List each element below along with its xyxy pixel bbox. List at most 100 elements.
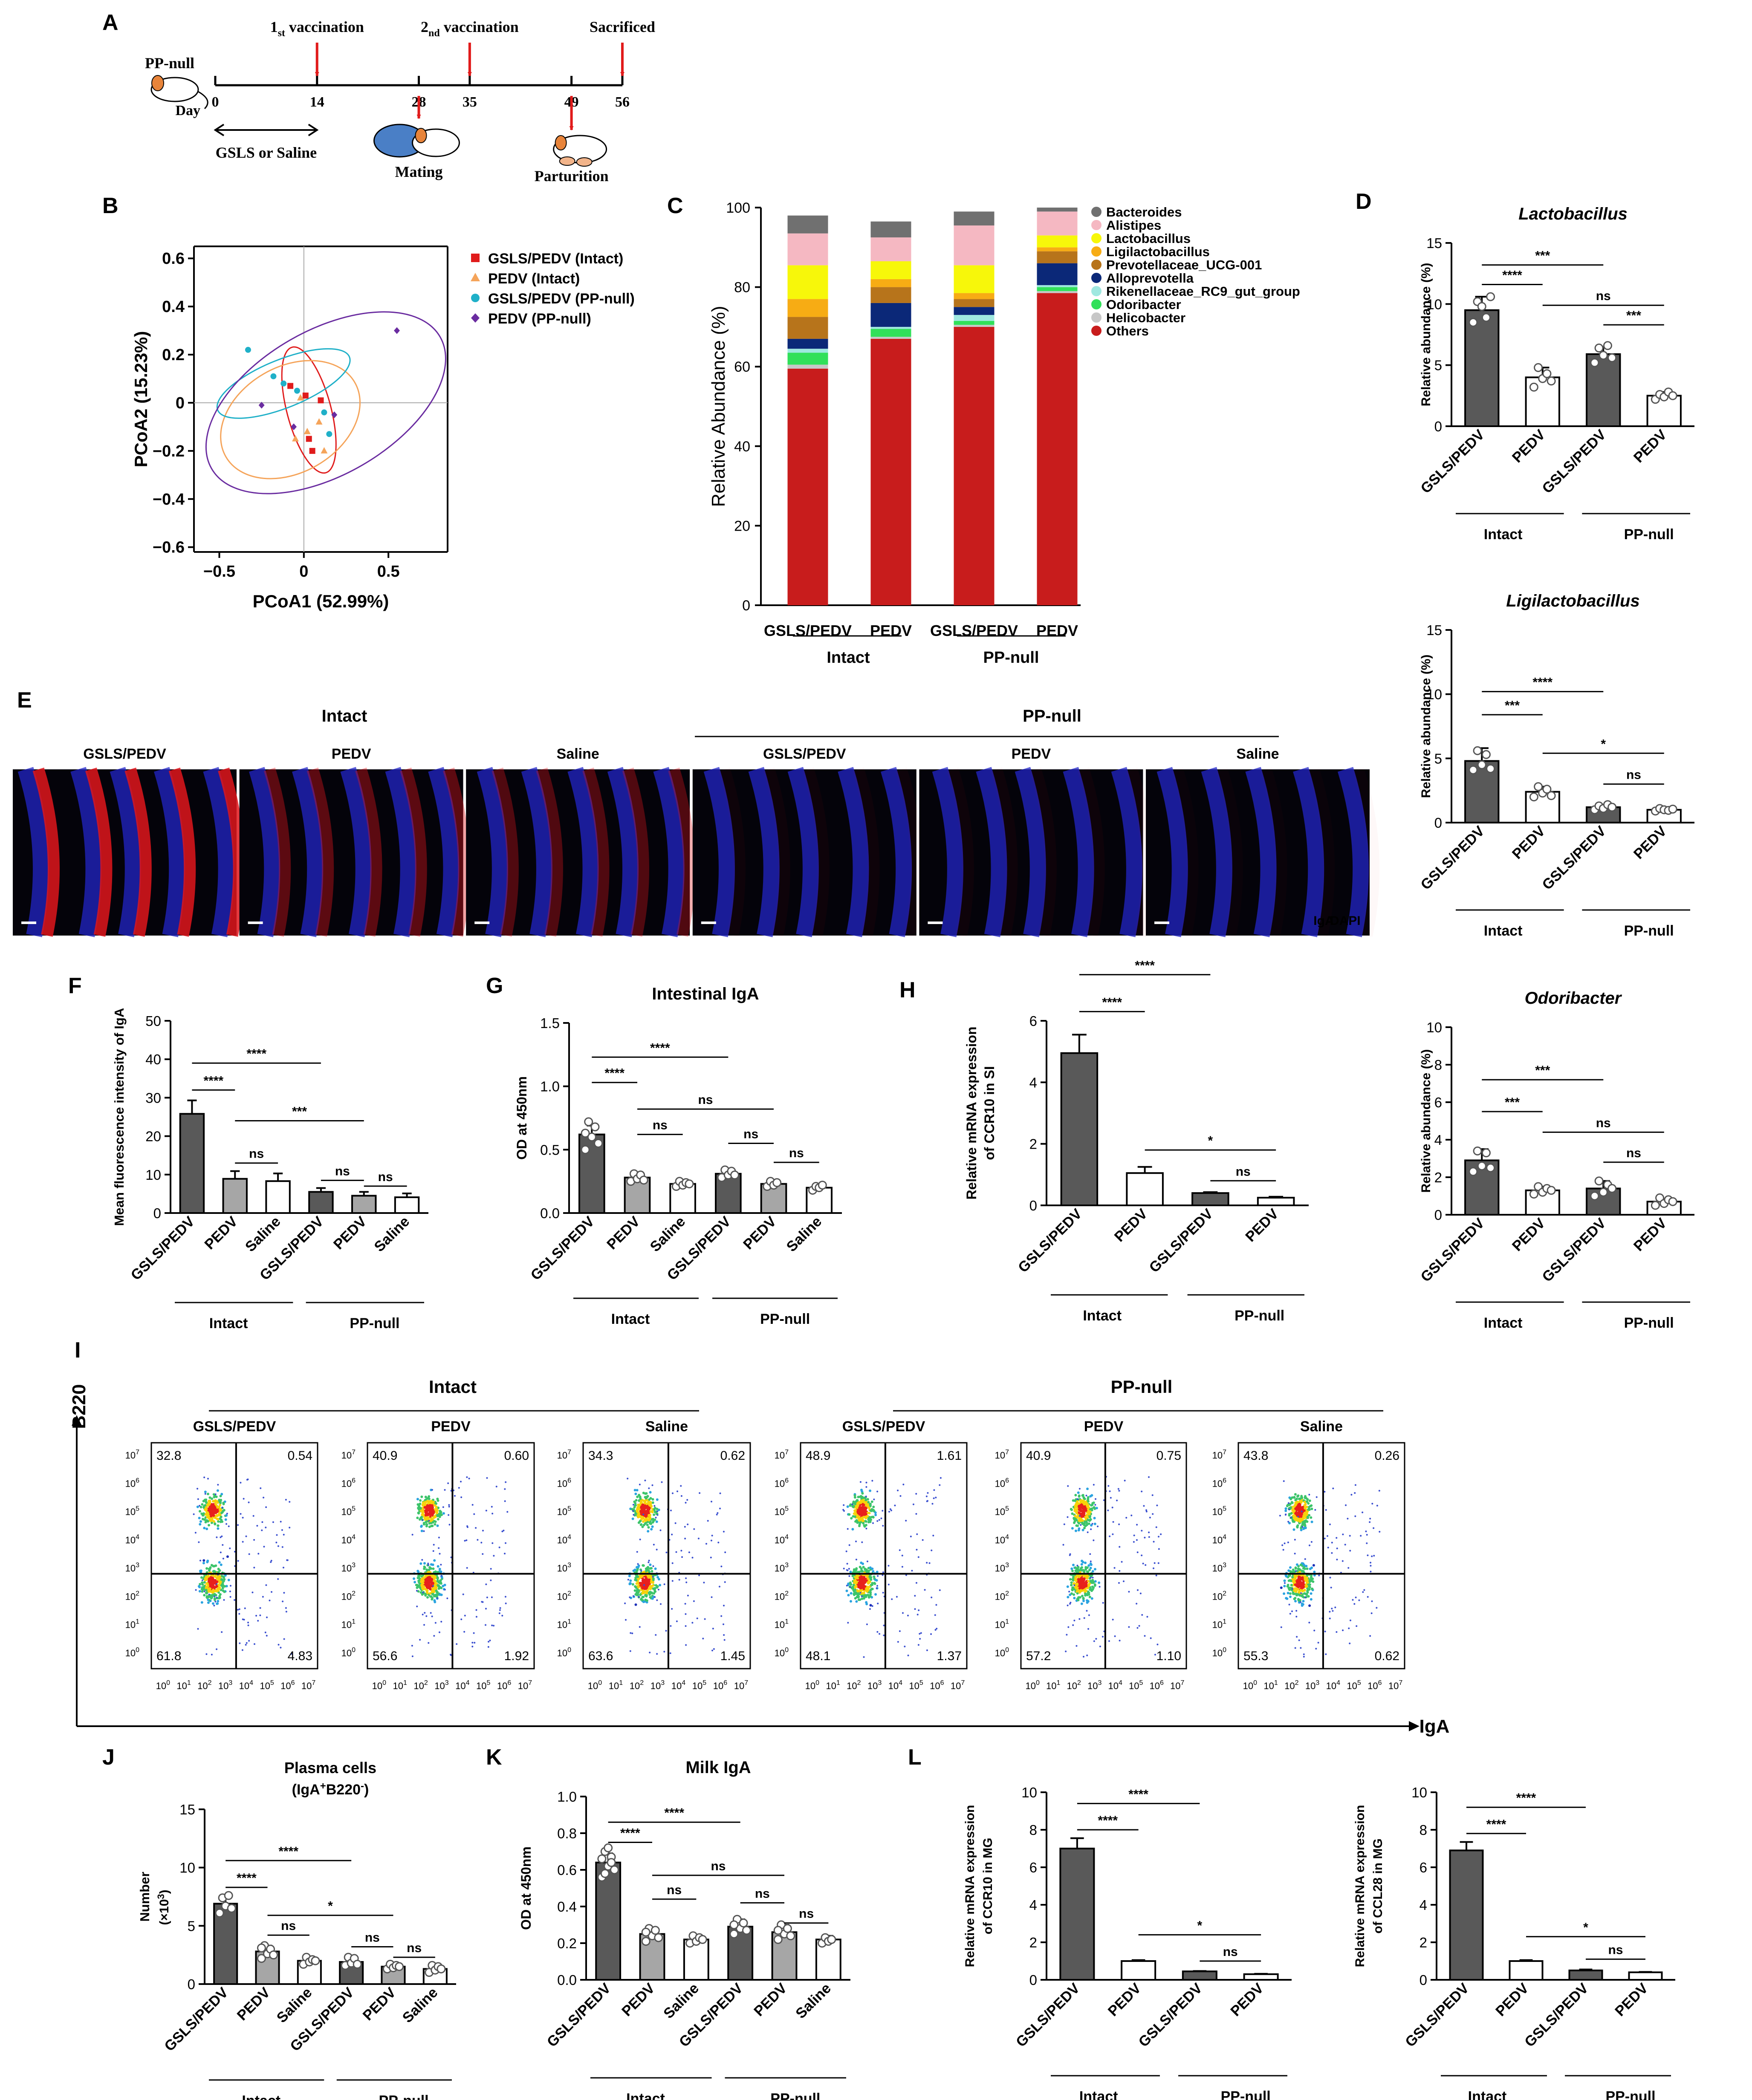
event-dot <box>644 1479 646 1482</box>
group-label: Intact <box>1484 923 1523 939</box>
event-dot <box>649 1497 652 1500</box>
event-dot <box>897 1489 899 1491</box>
x-axis-label: PCoA1 (52.99%) <box>253 591 389 611</box>
event-dot <box>866 1570 869 1573</box>
iga-band <box>763 767 790 937</box>
event-dot <box>868 1512 871 1515</box>
x-tick-label: GSLS/PEDV <box>1136 1980 1206 2051</box>
event-dot <box>199 1505 201 1507</box>
event-dot <box>207 1509 210 1512</box>
significance-label: **** <box>1098 1814 1118 1828</box>
event-dot <box>203 1581 206 1584</box>
event-dot <box>215 1504 218 1507</box>
event-dot <box>850 1517 853 1520</box>
event-dot <box>651 1498 654 1501</box>
event-dot <box>849 1600 852 1603</box>
y-tick-label: 6 <box>1029 1860 1037 1875</box>
event-dot <box>444 1489 446 1491</box>
event-dot <box>855 1581 858 1584</box>
event-dot <box>205 1567 208 1570</box>
event-dot <box>495 1485 497 1488</box>
event-dot <box>1088 1582 1091 1585</box>
event-dot <box>421 1519 423 1521</box>
significance-label: **** <box>650 1041 670 1055</box>
y-tick-label: 107 <box>557 1449 571 1461</box>
event-dot <box>265 1506 267 1508</box>
event-dot <box>458 1487 460 1489</box>
event-dot <box>917 1644 919 1646</box>
iga-band <box>668 767 695 937</box>
y-tick-label: 1.0 <box>557 1789 577 1805</box>
y-tick-label: 80 <box>734 280 750 296</box>
stacked-segment <box>870 329 911 337</box>
event-dot <box>924 1589 926 1591</box>
event-dot <box>1075 1575 1078 1578</box>
event-dot <box>285 1611 287 1613</box>
event-dot <box>263 1496 265 1499</box>
event-dot <box>1306 1589 1309 1592</box>
event-dot <box>847 1622 849 1624</box>
event-dot <box>869 1504 872 1507</box>
event-dot <box>426 1589 429 1592</box>
event-dot <box>428 1525 431 1528</box>
event-dot <box>1289 1566 1292 1569</box>
event-dot <box>501 1615 503 1617</box>
x-tick-label: GSLS/PEDV <box>1402 1980 1472 2051</box>
event-dot <box>1298 1576 1301 1579</box>
chart-title: Intestinal IgA <box>652 985 759 1003</box>
dapi-band <box>249 767 280 937</box>
event-dot <box>215 1495 218 1498</box>
event-dot <box>1071 1586 1074 1589</box>
iga-band <box>218 767 245 937</box>
event-dot <box>464 1615 466 1617</box>
event-dot <box>1288 1514 1291 1517</box>
event-dot <box>429 1588 432 1591</box>
event-dot <box>879 1633 881 1635</box>
data-point <box>1469 1167 1478 1176</box>
event-dot <box>865 1495 867 1497</box>
event-dot <box>852 1587 855 1590</box>
event-dot <box>280 1646 282 1649</box>
quadrant-lr: 1.45 <box>720 1649 745 1663</box>
dapi-band <box>154 767 185 937</box>
event-dot <box>217 1600 220 1603</box>
x-tick-label: 105 <box>260 1679 274 1691</box>
dapi-band <box>880 767 912 937</box>
event-dot <box>919 1638 921 1640</box>
event-dot <box>671 1534 673 1536</box>
legend-marker <box>1091 207 1102 217</box>
event-dot <box>474 1642 476 1644</box>
event-dot <box>1293 1504 1296 1507</box>
event-dot <box>1300 1496 1303 1499</box>
event-dot <box>643 1587 646 1590</box>
event-dot <box>265 1526 267 1528</box>
event-dot <box>876 1520 879 1522</box>
event-label: Sacrificed <box>590 18 655 35</box>
event-dot <box>1296 1588 1299 1591</box>
event-dot <box>636 1551 638 1553</box>
event-dot <box>671 1608 673 1610</box>
event-dot <box>645 1496 648 1499</box>
x-tick-label: Saline <box>242 1213 284 1255</box>
significance-label: * <box>1583 1921 1588 1935</box>
event-dot <box>245 1644 247 1646</box>
event-dot <box>636 1514 639 1517</box>
event-dot <box>211 1497 214 1500</box>
event-dot <box>198 1590 201 1593</box>
event-dot <box>1077 1598 1080 1601</box>
event-dot <box>874 1511 877 1514</box>
significance-label: ns <box>1596 289 1611 303</box>
x-tick-label: 103 <box>650 1679 665 1691</box>
event-dot <box>430 1612 432 1614</box>
event-dot <box>1093 1583 1096 1586</box>
event-dot <box>1070 1583 1073 1586</box>
event-dot <box>680 1495 682 1497</box>
event-dot <box>850 1592 853 1595</box>
event-dot <box>888 1565 890 1567</box>
event-dot <box>638 1493 641 1496</box>
event-dot <box>634 1593 637 1596</box>
legend-marker <box>1091 233 1102 243</box>
group-label: PP-null <box>770 2091 820 2100</box>
event-dot <box>208 1579 211 1582</box>
event-dot <box>485 1608 487 1610</box>
